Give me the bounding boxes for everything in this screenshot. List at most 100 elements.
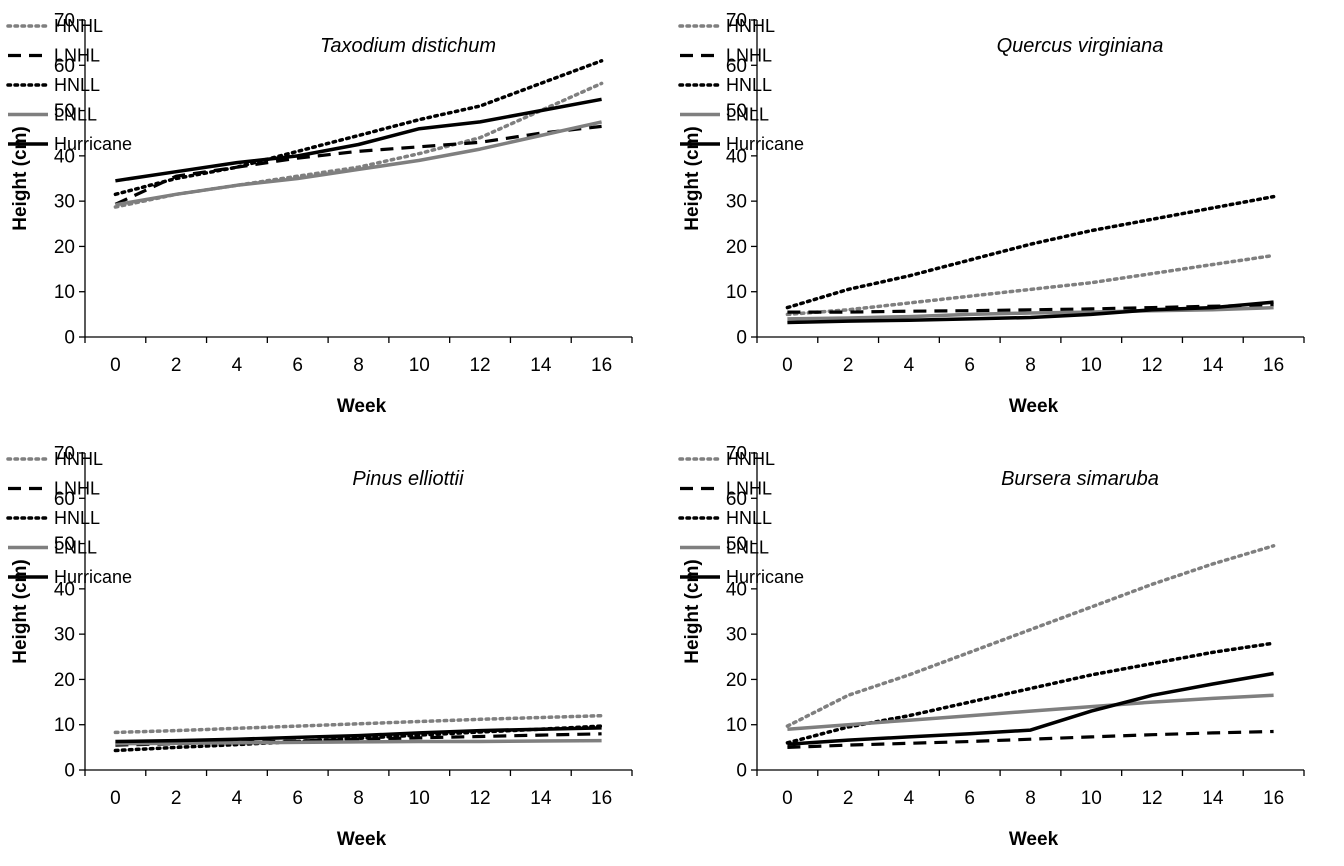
x-tick-label: 0 [782,788,793,809]
y-tick-label: 70 [726,444,747,465]
x-tick-label: 6 [964,355,975,376]
x-tick-label: 8 [353,788,364,809]
series-line-lnll [115,738,602,746]
x-tick-label: 2 [171,355,182,376]
x-tick-label: 14 [530,788,552,809]
x-tick-label: 10 [1081,355,1102,376]
y-axis-title: Height (cm) [10,126,31,231]
y-tick-label: 50 [726,101,747,122]
legend-label-lnhl: LNHL [726,479,772,499]
x-tick-label: 14 [1202,788,1224,809]
y-tick-label: 30 [726,625,747,646]
axes: 0 10 20 30 40 50 60 70 0 2 4 6 8 10 12 14 16 [726,444,1305,809]
chart-title: Quercus virginiana [997,35,1164,57]
series-line-lnhl [115,732,602,747]
x-tick-label: 12 [469,788,490,809]
y-tick-label: 20 [54,670,75,691]
legend-label-lnll: LNLL [726,105,769,125]
y-tick-label: 40 [726,579,747,600]
series-line-lnll [115,120,602,207]
x-axis-title: Week [337,829,387,850]
legend: HNHL LNHL HNLL LNLL Hurricane [6,16,132,154]
legend-label-lnll: LNLL [54,105,97,125]
x-tick-label: 2 [843,788,854,809]
plot-area [785,544,1276,749]
x-tick-label: 2 [171,788,182,809]
series-line-hurricane [787,671,1274,746]
y-tick-label: 70 [54,444,75,465]
legend-label-hurricane: Hurricane [726,134,804,154]
legend-label-hnll: HNLL [726,75,772,95]
y-tick-label: 0 [736,328,747,349]
axes: 0 10 20 30 40 50 60 70 0 2 4 6 8 10 12 14 16 [54,11,633,376]
y-tick-label: 20 [54,237,75,258]
y-tick-label: 0 [64,328,75,349]
x-tick-label: 6 [292,788,303,809]
plot-area [785,194,1276,325]
y-tick-label: 0 [64,761,75,782]
chart-taxodium-distichum: 0 10 20 30 40 50 60 70 0 2 4 6 8 10 12 14 16 Week Height (… [6,11,633,417]
y-tick-label: 30 [54,625,75,646]
x-tick-label: 0 [782,355,793,376]
series-line-hurricane [787,300,1274,325]
x-tick-label: 10 [1081,788,1102,809]
y-tick-label: 50 [54,534,75,555]
legend: HNHL LNHL HNLL LNLL Hurricane [678,449,804,587]
chart-pinus-elliottii: 0 10 20 30 40 50 60 70 0 2 4 6 8 10 12 14 16 Week Height (… [6,444,633,850]
y-tick-label: 20 [726,670,747,691]
x-tick-label: 6 [292,355,303,376]
x-tick-label: 10 [409,355,430,376]
chart-panel-quercus: 0 10 20 30 40 50 60 70 0 2 4 6 8 10 12 14 16 Week Height (… [672,0,1344,433]
legend-label-lnhl: LNHL [54,479,100,499]
legend-label-hurricane: Hurricane [54,134,132,154]
x-tick-label: 12 [1141,788,1162,809]
y-tick-label: 30 [54,192,75,213]
legend-label-lnll: LNLL [726,538,769,558]
y-tick-label: 70 [726,11,747,32]
y-tick-label: 10 [726,715,747,736]
legend-label-lnhl: LNHL [726,46,772,66]
x-tick-label: 8 [1025,355,1036,376]
chart-panel-pinus: 0 10 20 30 40 50 60 70 0 2 4 6 8 10 12 14 16 Week Height (… [0,433,672,866]
x-tick-label: 4 [904,788,915,809]
legend-label-hurricane: Hurricane [54,567,132,587]
legend: HNHL LNHL HNLL LNLL Hurricane [6,449,132,587]
y-tick-label: 40 [54,146,75,167]
legend-label-hnll: HNLL [54,508,100,528]
x-tick-label: 10 [409,788,430,809]
legend-label-hnll: HNLL [54,75,100,95]
legend-label-hnhl: HNHL [726,449,775,469]
x-axis-title: Week [337,396,387,417]
x-tick-label: 16 [591,788,612,809]
x-tick-label: 8 [353,355,364,376]
series-line-hnhl [113,713,604,735]
y-tick-label: 60 [726,489,747,510]
chart-title: Taxodium distichum [320,35,496,57]
y-tick-label: 30 [726,192,747,213]
y-axis-title: Height (cm) [682,559,703,664]
legend-label-hurricane: Hurricane [726,567,804,587]
y-tick-label: 60 [726,56,747,77]
axes: 0 10 20 30 40 50 60 70 0 2 4 6 8 10 12 14 16 [726,11,1305,376]
x-tick-label: 14 [1202,355,1224,376]
legend-label-lnll: LNLL [54,538,97,558]
y-axis-title: Height (cm) [682,126,703,231]
series-line-lnll [787,693,1274,731]
x-tick-label: 16 [1263,355,1284,376]
y-axis-title: Height (cm) [10,559,31,664]
y-tick-label: 50 [726,534,747,555]
y-tick-label: 50 [54,101,75,122]
chart-bursera-simaruba: 0 10 20 30 40 50 60 70 0 2 4 6 8 10 12 14 16 Week Height (… [678,444,1305,850]
y-tick-label: 60 [54,489,75,510]
chart-panel-bursera: 0 10 20 30 40 50 60 70 0 2 4 6 8 10 12 14 16 Week Height (… [672,433,1344,866]
legend-label-lnhl: LNHL [54,46,100,66]
x-axis-title: Week [1009,829,1059,850]
x-tick-label: 12 [1141,355,1162,376]
y-tick-label: 70 [54,11,75,32]
y-tick-label: 40 [54,579,75,600]
series-line-hnll [785,641,1276,745]
y-tick-label: 10 [54,715,75,736]
axes: 0 10 20 30 40 50 60 70 0 2 4 6 8 10 12 14 16 [54,444,633,809]
x-axis-title: Week [1009,396,1059,417]
series-line-hnhl [785,253,1276,317]
